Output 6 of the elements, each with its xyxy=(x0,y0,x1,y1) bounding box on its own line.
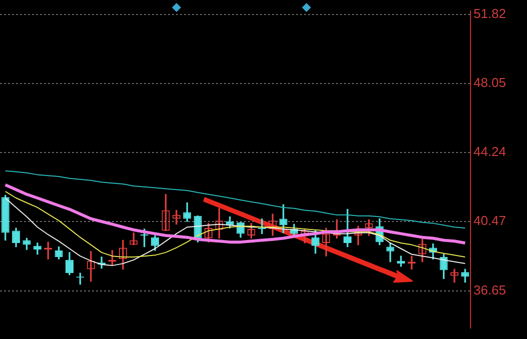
y-tick-label: 36.65 xyxy=(473,282,506,298)
y-tick-label: 51.82 xyxy=(473,6,506,22)
y-tick-label: 44.24 xyxy=(473,144,506,160)
y-tick-label: 40.47 xyxy=(473,212,506,228)
candlestick xyxy=(258,218,266,234)
y-tick-label: 48.05 xyxy=(473,74,506,90)
